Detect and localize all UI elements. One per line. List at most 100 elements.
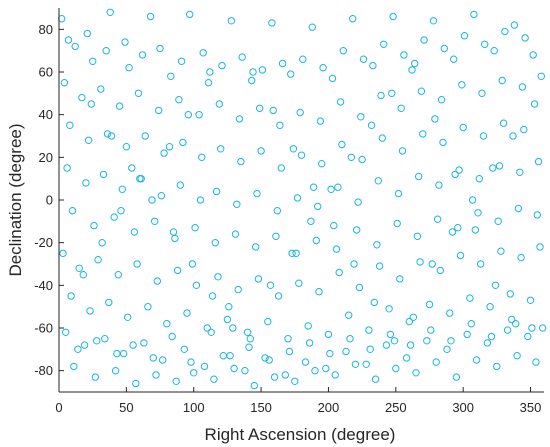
data-point [497, 247, 505, 255]
data-point [91, 373, 100, 381]
data-point [219, 352, 228, 360]
data-point [463, 330, 471, 339]
x-tick-label: 150 [250, 400, 272, 415]
data-point [512, 320, 520, 328]
data-point [514, 204, 523, 213]
data-point [386, 330, 395, 339]
data-point [277, 164, 285, 172]
x-tick-label: 350 [520, 400, 542, 415]
data-point [477, 260, 485, 268]
data-point [117, 207, 125, 215]
data-point [446, 309, 454, 317]
data-point [429, 17, 438, 25]
data-point [94, 256, 102, 264]
data-point [207, 328, 215, 336]
data-point [184, 111, 193, 119]
data-point [330, 221, 338, 230]
data-point [204, 79, 213, 87]
data-point [59, 249, 67, 258]
data-point [537, 72, 545, 81]
data-point [276, 121, 284, 130]
data-point [494, 217, 502, 226]
data-point [335, 268, 343, 277]
data-point [225, 303, 233, 311]
data-point [106, 8, 114, 17]
data-point [278, 59, 287, 68]
data-point [98, 239, 106, 247]
data-point [107, 132, 116, 140]
data-point [365, 326, 373, 334]
data-point [248, 76, 256, 85]
data-point [375, 262, 384, 270]
data-point [176, 181, 185, 189]
data-point [351, 360, 360, 368]
data-point [520, 125, 528, 134]
data-point [402, 354, 411, 362]
data-point [243, 328, 252, 336]
data-point [301, 358, 310, 366]
data-point [115, 102, 124, 110]
x-tick-label: 200 [318, 400, 340, 415]
data-point [419, 130, 427, 138]
data-point [82, 179, 90, 187]
data-point [103, 130, 112, 138]
data-point [398, 147, 407, 155]
data-point [456, 251, 465, 260]
y-tick-label: 40 [39, 107, 53, 122]
data-point [359, 55, 368, 63]
data-point [322, 364, 330, 373]
data-point [350, 260, 358, 268]
data-point [328, 74, 337, 83]
data-point [206, 68, 214, 76]
x-tick-label: 250 [385, 400, 407, 415]
data-point [420, 36, 428, 44]
data-point [459, 123, 467, 132]
data-point [227, 17, 236, 25]
data-point [474, 209, 482, 217]
data-point [517, 253, 525, 262]
data-point [397, 104, 405, 113]
data-point [226, 352, 234, 360]
data-point [63, 164, 71, 172]
data-point [287, 70, 295, 78]
data-point [132, 379, 140, 388]
data-point [357, 113, 365, 121]
data-point [451, 170, 459, 179]
data-point [214, 273, 222, 281]
data-point [307, 217, 315, 226]
data-point [289, 145, 298, 153]
data-point [487, 332, 496, 341]
data-point [412, 369, 420, 377]
data-point [367, 121, 376, 130]
data-point [454, 224, 462, 232]
data-point [493, 362, 501, 371]
data-point [144, 303, 152, 311]
data-point [130, 228, 139, 236]
data-point [121, 38, 129, 46]
data-point [140, 339, 148, 347]
data-point [400, 51, 408, 59]
y-tick-label: -20 [34, 235, 53, 250]
data-point [324, 330, 333, 339]
data-point [266, 281, 275, 289]
data-point [452, 373, 461, 381]
data-point [425, 300, 434, 309]
data-point [358, 155, 366, 164]
data-point [93, 337, 101, 345]
data-point [179, 138, 187, 147]
data-point [138, 51, 147, 59]
data-point [411, 59, 419, 68]
data-point [74, 345, 82, 353]
data-point [200, 362, 209, 371]
data-point [113, 349, 121, 358]
data-point [385, 305, 393, 313]
data-point [390, 337, 399, 345]
data-point [67, 292, 75, 300]
data-point [128, 164, 136, 172]
data-point [304, 322, 312, 330]
data-point [327, 185, 335, 194]
data-point [97, 85, 105, 93]
data-point [238, 53, 246, 61]
data-point [409, 313, 417, 321]
data-point [380, 40, 388, 48]
